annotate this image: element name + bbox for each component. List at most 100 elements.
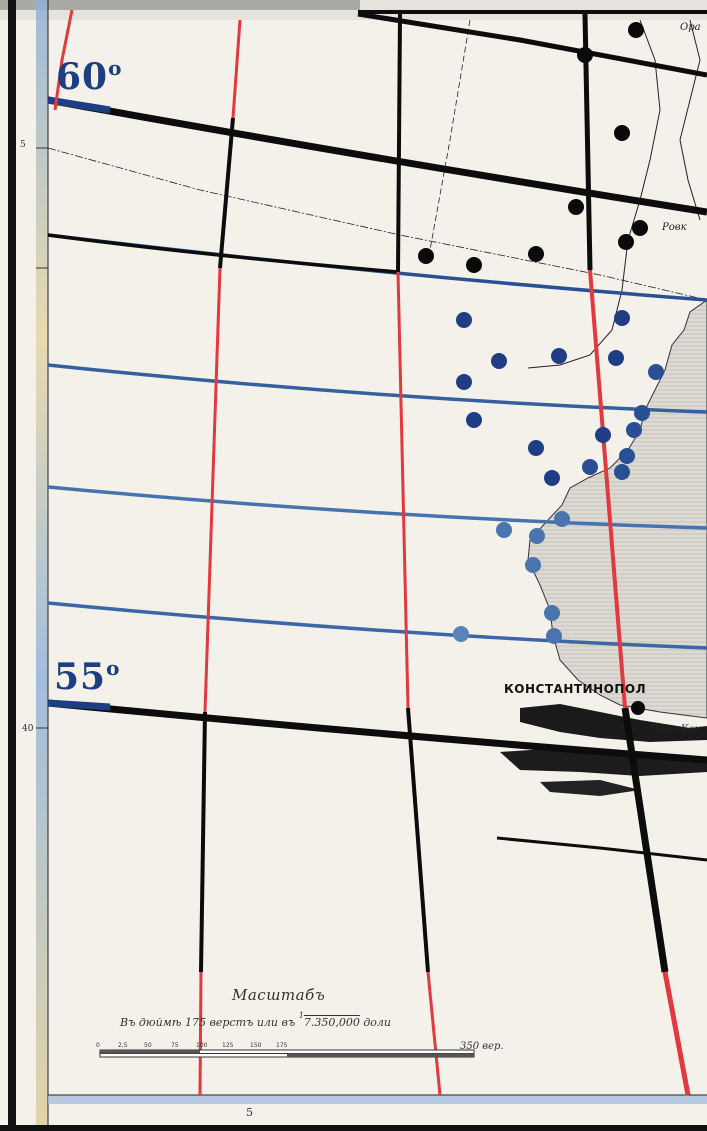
degree-mark: o	[108, 56, 123, 80]
station-dot	[525, 557, 541, 573]
scale-tick: 75	[171, 1042, 179, 1049]
station-dot	[544, 470, 560, 486]
bottom-color-strip	[48, 1095, 707, 1104]
meridian-2-black	[218, 117, 235, 269]
meridian-4-bottom-red	[662, 971, 691, 1096]
scale-description: Въ дюймѣ 175 верстъ или въ 17.350,000 до…	[120, 1011, 392, 1029]
station-dot	[608, 350, 624, 366]
station-dot	[546, 628, 562, 644]
scale-tick: 2,5	[118, 1042, 128, 1049]
left-outer-frame	[8, 0, 16, 1131]
station-dot	[614, 125, 630, 141]
scale-bar-fill	[287, 1053, 474, 1057]
margin-number-mid: 40	[22, 724, 34, 734]
page-number: 5	[246, 1106, 253, 1119]
station-dot	[648, 364, 664, 380]
station-dot	[529, 528, 545, 544]
station-dot	[582, 459, 598, 475]
parallel-blue-4	[47, 601, 707, 650]
scale-fraction: 17.350,000	[299, 1011, 364, 1029]
meridian-4-red	[588, 269, 627, 709]
parallel-blue-2	[47, 363, 707, 414]
meridian-3-bottom-black	[406, 707, 430, 973]
latitude-label-55: 55o	[54, 656, 120, 698]
scale-bar	[99, 1049, 475, 1058]
scale-end-value: 350 вер.	[460, 1041, 504, 1052]
parallel-60-blue-start	[47, 96, 111, 114]
coast-fragment-3	[540, 780, 640, 796]
station-dot	[456, 312, 472, 328]
top-gray-bar	[0, 0, 360, 10]
station-dot	[626, 422, 642, 438]
station-dot	[528, 440, 544, 456]
station-dot	[418, 248, 434, 264]
coast-fragment-2	[500, 748, 707, 776]
station-dot	[551, 348, 567, 364]
scale-tick: 0	[96, 1042, 100, 1049]
meridian-3-black	[396, 13, 402, 273]
river-line-2	[679, 19, 701, 221]
station-dot	[618, 234, 634, 250]
coast-fragment	[520, 704, 707, 742]
station-dot	[619, 448, 635, 464]
scale-tick: 50	[144, 1042, 152, 1049]
scale-suffix: доли	[363, 1016, 392, 1029]
parallel-60	[47, 96, 707, 216]
station-dot	[466, 412, 482, 428]
scale-tick: 125	[222, 1042, 234, 1049]
station-dot	[634, 405, 650, 421]
scale-unit: вер.	[482, 1041, 504, 1052]
station-dot	[554, 511, 570, 527]
station-dots-black	[418, 22, 648, 715]
station-dot	[453, 626, 469, 642]
scale-fraction-den: 7.350,000	[303, 1016, 360, 1029]
station-dot	[614, 310, 630, 326]
station-dot	[628, 22, 644, 38]
meridian-4-bottom-black	[621, 707, 669, 973]
station-dot	[568, 199, 584, 215]
parallel-55-blue-start	[47, 699, 111, 711]
station-dot	[544, 605, 560, 621]
border-dashed	[429, 19, 471, 251]
meridian-3-red	[396, 271, 410, 709]
margin-number-top: 5	[20, 140, 26, 150]
city-label-constantinople: КОНСТАНТИНОПОЛ	[504, 682, 647, 696]
scale-fraction-num: 1	[298, 1011, 304, 1020]
station-dot	[491, 353, 507, 369]
scale-end-number: 350	[460, 1041, 480, 1052]
meridian-3-bottom-red	[426, 971, 442, 1096]
bay-label: Ровк	[662, 222, 687, 233]
meridian-2-red	[203, 267, 222, 713]
margin-ticks	[36, 147, 48, 729]
degree-mark: o	[106, 656, 121, 680]
station-dot	[595, 427, 611, 443]
scale-prefix: Въ дюймѣ 175 верстъ или въ	[120, 1016, 296, 1029]
parallel-55	[47, 699, 707, 764]
meridian-2-top-red	[231, 19, 242, 119]
border-dashed-2	[47, 147, 707, 301]
strait-label: Прол.Кон	[650, 724, 702, 735]
meridian-1-top	[53, 9, 74, 111]
station-dot	[577, 47, 593, 63]
latitude-60-text: 60	[56, 56, 109, 98]
station-dot	[631, 701, 645, 715]
left-color-strip	[36, 0, 48, 1131]
latitude-label-60: 60o	[56, 56, 122, 98]
bottom-outer-frame	[0, 1125, 707, 1131]
scale-bar-fill	[100, 1050, 200, 1054]
meridian-2-bottom-black	[199, 711, 207, 973]
corner-label: Ора	[680, 22, 701, 33]
scale-tick: 100	[196, 1042, 208, 1049]
station-dot	[456, 374, 472, 390]
scale-tick: 150	[250, 1042, 262, 1049]
parallel-blue-3	[47, 485, 707, 530]
station-dot	[496, 522, 512, 538]
station-dot	[528, 246, 544, 262]
meridian-2-bottom-red	[198, 971, 203, 1096]
latitude-55-text: 55	[54, 656, 107, 698]
station-dot	[466, 257, 482, 273]
scale-title: Масштабъ	[232, 986, 326, 1004]
parallel-top	[357, 11, 707, 78]
parallel-black-seg-1	[47, 233, 399, 274]
